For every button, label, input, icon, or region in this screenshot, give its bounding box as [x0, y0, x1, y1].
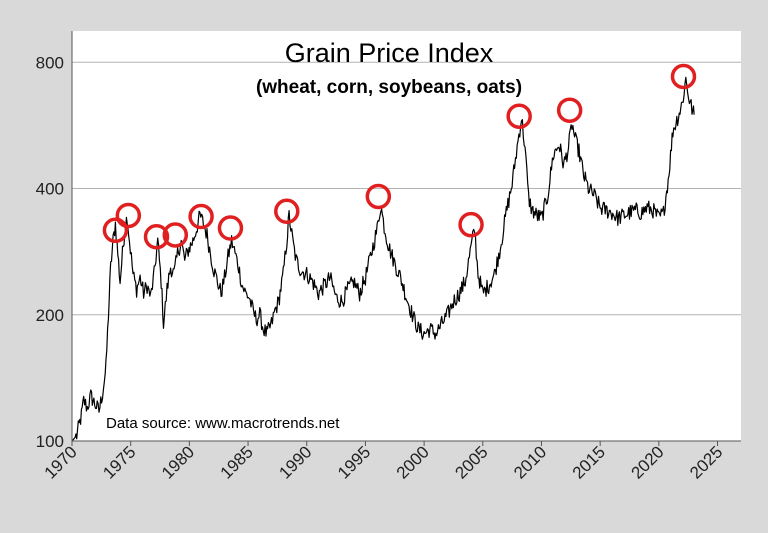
peak-marker [102, 217, 129, 244]
peak-marker [162, 222, 189, 248]
axes [71, 31, 741, 446]
peak-markers [102, 63, 697, 250]
chart-title: Grain Price Index [285, 38, 494, 68]
peak-marker [458, 211, 484, 238]
data-source-note: Data source: www.macrotrends.net [106, 415, 340, 432]
peak-marker [274, 198, 300, 225]
chart-subtitle: (wheat, corn, soybeans, oats) [256, 77, 522, 98]
peak-marker [115, 202, 142, 229]
peak-marker [188, 203, 214, 230]
peak-marker [143, 223, 170, 250]
gridlines [72, 61, 741, 316]
peak-marker [217, 215, 244, 241]
peak-marker [670, 63, 697, 90]
y-tick-label: 800 [36, 53, 64, 72]
y-tick-labels: 100 200 400 800 [36, 53, 64, 451]
y-tick-label: 200 [36, 306, 64, 325]
peak-marker [506, 103, 532, 129]
peak-marker [556, 97, 583, 123]
peak-marker [365, 183, 392, 210]
grain-price-line [71, 76, 695, 442]
plot-area [72, 31, 741, 441]
y-tick-label: 400 [36, 180, 64, 199]
y-tick-label: 100 [36, 432, 64, 451]
